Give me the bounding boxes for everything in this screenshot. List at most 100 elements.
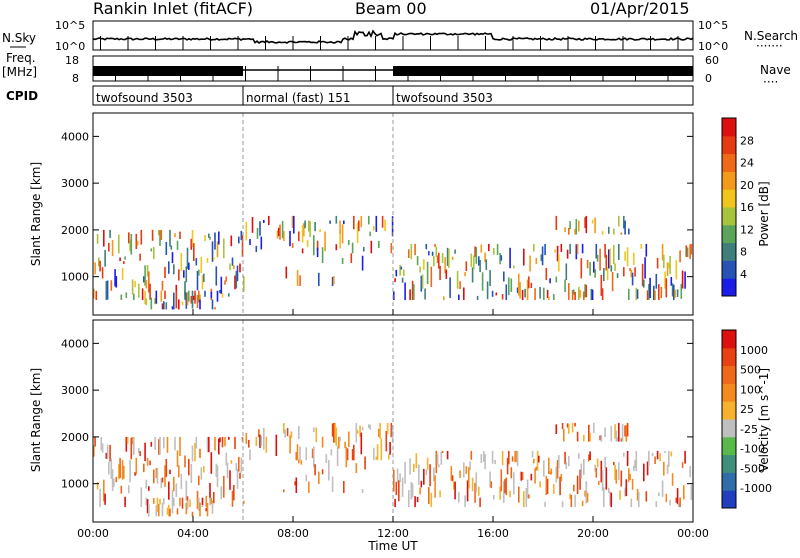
heatmap-cell bbox=[588, 424, 590, 442]
heatmap-cell bbox=[408, 490, 410, 507]
colorbar-band bbox=[722, 153, 736, 172]
heatmap-cell bbox=[614, 424, 616, 439]
heatmap-cell bbox=[628, 468, 630, 482]
heatmap-cell bbox=[124, 496, 126, 507]
heatmap-cell bbox=[581, 243, 584, 254]
heatmap-cell bbox=[568, 283, 570, 300]
heatmap-cell bbox=[621, 423, 624, 442]
heatmap-cell bbox=[258, 429, 260, 438]
heatmap-cell bbox=[339, 220, 341, 235]
heatmap-cell bbox=[155, 467, 158, 478]
heatmap-cell bbox=[198, 290, 200, 303]
heatmap-cell bbox=[595, 243, 598, 259]
heatmap-cell bbox=[473, 255, 475, 270]
heatmap-cell bbox=[485, 259, 488, 270]
heatmap-cell bbox=[500, 469, 503, 492]
heatmap-cell bbox=[653, 285, 655, 301]
heatmap-cell bbox=[620, 232, 623, 235]
heatmap-cell bbox=[99, 260, 101, 272]
heatmap-cell bbox=[510, 467, 513, 479]
heatmap-cell bbox=[214, 307, 216, 310]
heatmap-cell bbox=[348, 240, 350, 245]
heatmap-cell bbox=[171, 306, 174, 310]
heatmap-cell bbox=[119, 257, 121, 262]
heatmap-cell bbox=[185, 480, 188, 501]
heatmap-cell bbox=[633, 252, 635, 265]
heatmap-cell bbox=[190, 296, 193, 304]
heatmap-cell bbox=[675, 260, 678, 280]
heatmap-cell bbox=[203, 273, 205, 282]
heatmap-cell bbox=[396, 468, 399, 483]
heatmap-cell bbox=[624, 251, 626, 261]
heatmap-cell bbox=[624, 220, 626, 235]
heatmap-cell bbox=[643, 279, 645, 288]
heatmap-cell bbox=[164, 465, 166, 487]
heatmap-cell bbox=[648, 450, 650, 466]
heatmap-cell bbox=[504, 479, 506, 494]
heatmap-cell bbox=[626, 247, 629, 267]
heatmap-cell bbox=[221, 436, 224, 448]
heatmap-cell bbox=[689, 466, 691, 478]
heatmap-cell bbox=[105, 281, 108, 301]
heatmap-cell bbox=[206, 436, 209, 453]
heatmap-cell bbox=[93, 288, 95, 299]
heatmap-cell bbox=[623, 215, 625, 229]
heatmap-cell bbox=[658, 284, 660, 300]
heatmap-cell bbox=[375, 456, 378, 460]
heatmap-cell bbox=[596, 254, 599, 262]
colorbar-tick-label: -500 bbox=[740, 462, 765, 475]
heatmap-cell bbox=[503, 271, 505, 282]
freq-band bbox=[93, 66, 693, 81]
heatmap-cell bbox=[369, 231, 371, 237]
heatmap-cell bbox=[669, 256, 671, 274]
heatmap-cell bbox=[200, 256, 203, 273]
heatmap-cell bbox=[489, 270, 491, 286]
heatmap-cell bbox=[471, 267, 474, 283]
heatmap-cell bbox=[385, 431, 388, 452]
heatmap-cell bbox=[243, 500, 245, 504]
heatmap-cell bbox=[94, 262, 96, 275]
noise-axis-top: 10^5 bbox=[55, 19, 85, 32]
heatmap-cell bbox=[249, 449, 251, 461]
heatmap-cell bbox=[173, 292, 175, 310]
heatmap-cell bbox=[176, 450, 179, 467]
heatmap-cell bbox=[569, 221, 571, 230]
heatmap-cell bbox=[239, 263, 241, 273]
heatmap-cell bbox=[615, 430, 618, 442]
heatmap-cell bbox=[230, 235, 233, 247]
heatmap-cell bbox=[151, 229, 154, 241]
heatmap-cell bbox=[373, 447, 375, 461]
heatmap-cell bbox=[118, 234, 120, 254]
heatmap-cell bbox=[200, 467, 203, 480]
heatmap-cell bbox=[289, 230, 291, 247]
heatmap-cell bbox=[134, 472, 136, 476]
heatmap-cell bbox=[484, 454, 486, 470]
heatmap-cell bbox=[215, 266, 218, 286]
heatmap-cell bbox=[560, 243, 563, 252]
heatmap-cell bbox=[115, 276, 118, 288]
heatmap-cell bbox=[300, 460, 303, 465]
heatmap-cell bbox=[319, 229, 321, 233]
heatmap-cell bbox=[158, 439, 160, 455]
heatmap-cell bbox=[206, 258, 209, 263]
colorbar-band bbox=[722, 490, 736, 509]
heatmap-cell bbox=[475, 247, 478, 264]
heatmap-cell bbox=[106, 280, 109, 300]
colorbar-band bbox=[722, 419, 736, 438]
nave-label: Nave bbox=[760, 63, 791, 77]
heatmap-cell bbox=[463, 287, 465, 300]
heatmap-cell bbox=[444, 257, 446, 274]
heatmap-cell bbox=[129, 459, 131, 483]
heatmap-cell bbox=[171, 501, 174, 514]
heatmap-cell bbox=[343, 220, 345, 225]
heatmap-cell bbox=[99, 488, 101, 508]
heatmap-cell bbox=[231, 490, 234, 507]
colorbar-band bbox=[722, 135, 736, 155]
heatmap-cell bbox=[555, 276, 558, 283]
colorbar-band bbox=[722, 171, 736, 190]
heatmap-cell bbox=[128, 232, 130, 244]
heatmap-cell bbox=[576, 475, 579, 495]
heatmap-cell bbox=[563, 429, 565, 442]
heatmap-cell bbox=[446, 247, 449, 266]
heatmap-cell bbox=[686, 247, 689, 258]
